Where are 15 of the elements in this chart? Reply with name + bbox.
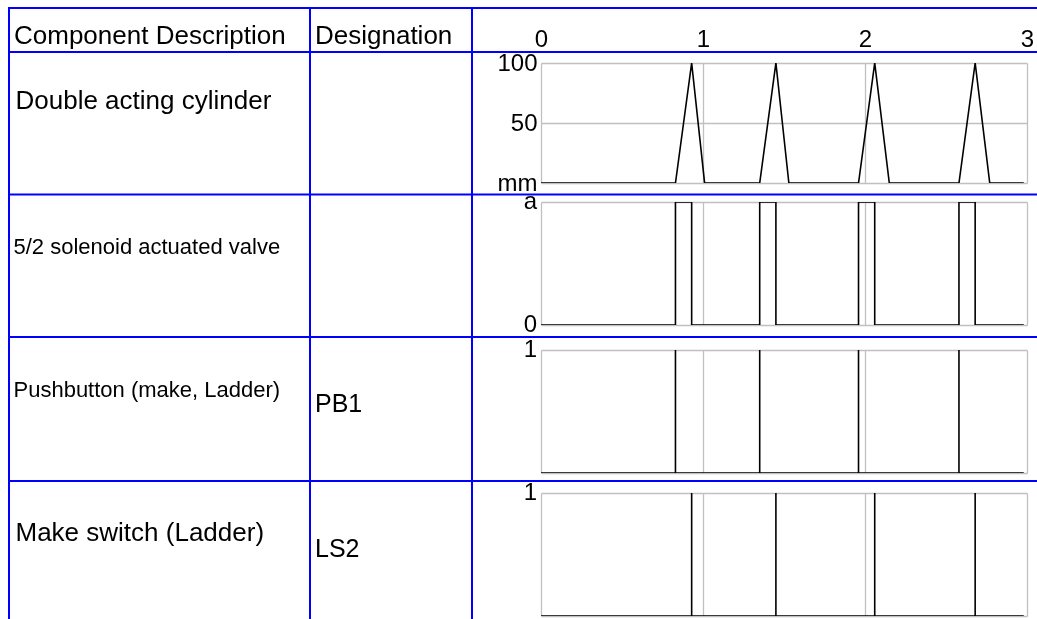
y-axis-title: 5/2 solenoid actuated valve (13, 234, 281, 260)
x-tick-label: 1 (696, 24, 711, 52)
y-axis-title: Double acting cylinder (15, 85, 272, 116)
text: Designation (315, 20, 453, 50)
text: LS2 (315, 533, 360, 562)
text: PB1 (315, 389, 363, 417)
text: 1 (523, 335, 537, 362)
text: Component Description (14, 20, 286, 50)
text: 1 (523, 478, 537, 505)
x-tick-label: 2 (858, 24, 873, 52)
y-tick-label: 50 (510, 108, 538, 136)
text: 0 (523, 310, 537, 337)
y-axis-title: Pushbutton (make, Ladder) (13, 376, 281, 402)
x-tick-label: 3 (1020, 24, 1035, 52)
y-axis-title: Make switch (Ladder) (15, 516, 265, 547)
